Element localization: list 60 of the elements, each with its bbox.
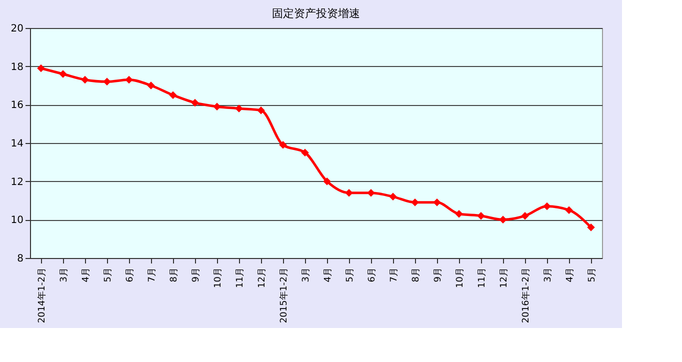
- x-tick-label: 4月: [566, 268, 576, 282]
- chart-title: 固定资产投资增速: [272, 7, 360, 20]
- point: [455, 210, 463, 218]
- point: [367, 188, 375, 197]
- point: [37, 64, 45, 72]
- point: [477, 212, 485, 220]
- x-tick-label: 11月: [236, 268, 246, 288]
- point: [433, 198, 441, 206]
- point: [411, 198, 419, 206]
- x-tick-label: 10月: [456, 268, 466, 288]
- x-tick-label: 3月: [302, 268, 312, 282]
- y-tick-label: 8: [17, 254, 24, 264]
- x-tick-label: 2016年1-2月: [520, 268, 532, 324]
- x-tick-label: 3月: [60, 268, 70, 282]
- x-tick-label: 2014年1-2月: [36, 268, 48, 324]
- x-tick-label: 7月: [390, 268, 400, 282]
- point: [565, 206, 573, 214]
- x-tick-label: 12月: [500, 268, 510, 288]
- x-tick-label: 9月: [434, 268, 444, 282]
- x-tick-label: 5月: [104, 268, 114, 282]
- y-tick-label: 14: [10, 138, 24, 150]
- x-tick-label: 5月: [346, 268, 356, 282]
- point: [257, 106, 265, 114]
- point: [169, 91, 177, 99]
- x-tick-label: 5月: [588, 268, 598, 282]
- point: [235, 104, 243, 112]
- point: [279, 141, 287, 149]
- y-tick-label: 16: [10, 100, 24, 112]
- point: [323, 177, 331, 186]
- point: [59, 70, 67, 78]
- point: [81, 76, 89, 84]
- point: [543, 202, 551, 210]
- x-tick-label: 11月: [478, 268, 488, 288]
- y-tick-label: 18: [10, 62, 24, 73]
- x-tick-label: 4月: [324, 268, 334, 282]
- x-tick-label: 6月: [126, 268, 136, 282]
- x-tick-label: 12月: [258, 268, 268, 288]
- x-tick-label: 8月: [412, 268, 422, 282]
- point: [191, 98, 199, 107]
- point: [521, 212, 529, 220]
- x-tick-label: 9月: [192, 268, 202, 282]
- point: [125, 76, 133, 84]
- y-tick-label: 12: [10, 176, 24, 188]
- y-tick-label: 10: [10, 215, 24, 226]
- x-tick-label: 10月: [214, 268, 224, 288]
- point: [499, 216, 507, 224]
- point: [103, 78, 111, 86]
- point: [389, 192, 397, 201]
- point: [345, 188, 353, 197]
- point: [213, 102, 221, 110]
- x-tick-label: 3月: [544, 268, 554, 282]
- x-tick-label: 4月: [82, 268, 92, 282]
- point: [587, 223, 595, 232]
- x-tick-label: 7月: [148, 268, 158, 282]
- x-tick-label: 8月: [170, 268, 180, 282]
- x-tick-label: 6月: [368, 268, 378, 282]
- x-tick-label: 2015年1-2月: [278, 268, 290, 324]
- y-tick-label: 20: [10, 24, 24, 34]
- point: [147, 82, 155, 90]
- point: [301, 148, 309, 156]
